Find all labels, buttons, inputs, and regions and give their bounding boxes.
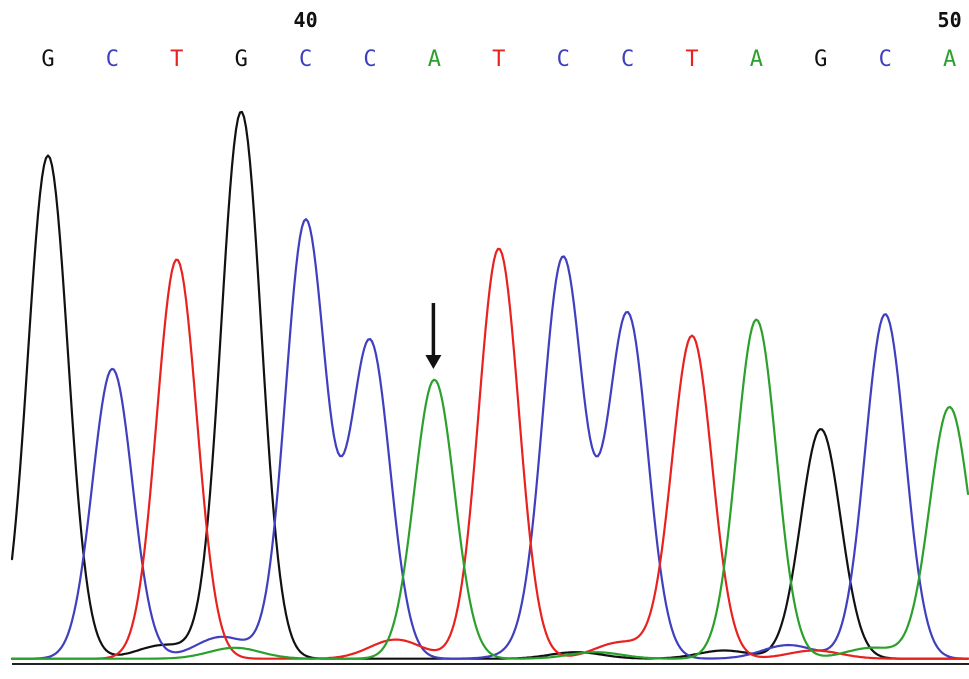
base-call: T: [492, 47, 505, 72]
base-call: C: [363, 47, 376, 72]
base-call: C: [106, 47, 119, 72]
traces: [10, 110, 969, 660]
base-call: G: [41, 47, 54, 72]
base-call: A: [750, 47, 763, 72]
base-call: G: [235, 47, 248, 72]
base-call: C: [621, 47, 634, 72]
position-label-50: 50: [938, 8, 962, 32]
base-call: T: [170, 47, 183, 72]
position-label-40: 40: [294, 8, 318, 32]
base-call: C: [879, 47, 892, 72]
trace-A: [10, 318, 969, 660]
trace-G: [10, 110, 969, 660]
base-call: T: [685, 47, 698, 72]
annotation-arrow: [425, 303, 442, 370]
position-markers: 40 50: [294, 8, 962, 32]
base-call: C: [557, 47, 570, 72]
arrow-head: [425, 355, 442, 370]
trace-T: [10, 247, 969, 660]
base-call: C: [299, 47, 312, 72]
base-call: A: [428, 47, 441, 72]
base-call: G: [814, 47, 827, 72]
base-call: A: [943, 47, 956, 72]
